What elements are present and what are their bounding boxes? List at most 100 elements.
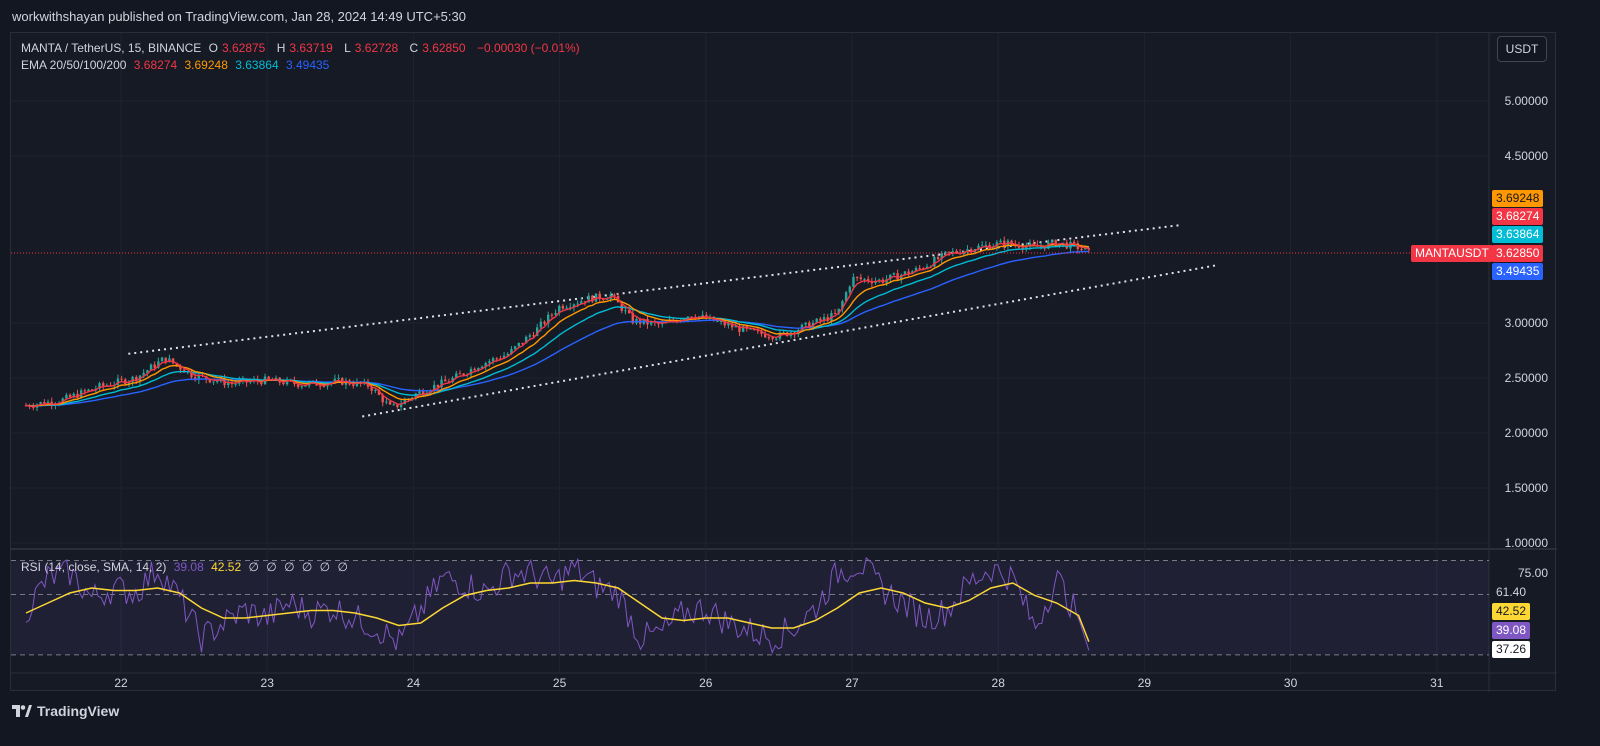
candle-body	[944, 251, 947, 253]
candle-body	[749, 328, 752, 330]
symbol-legend: MANTA / TetherUS, 15, BINANCE O 3.62875 H…	[21, 41, 584, 55]
ema200-line	[25, 250, 1089, 407]
rsi-label[interactable]: RSI (14, close, SMA, 14, 2)	[21, 560, 167, 574]
candle-body	[171, 358, 175, 364]
candle-body	[528, 335, 532, 337]
chart-canvas[interactable]: 5.00000 4.50000 3.00000 2.50000 2.00000 1.500…	[11, 33, 1557, 692]
candle-body	[977, 245, 980, 250]
candle-body	[131, 376, 134, 382]
candle-body	[285, 379, 289, 385]
candle-body	[455, 373, 458, 378]
candle-body	[304, 385, 307, 387]
candle-body	[484, 363, 487, 367]
candle-body	[480, 366, 484, 368]
candle-body	[521, 342, 524, 344]
ema-label[interactable]: EMA 20/50/100/200	[21, 58, 127, 72]
tradingview-logo-text: TradingView	[37, 703, 120, 719]
candle-body	[889, 274, 892, 280]
candle-body	[513, 346, 517, 350]
rsi-tick-label: 75.00	[1518, 566, 1548, 580]
candle-body	[197, 374, 201, 380]
price-tick-label: 4.50000	[1505, 149, 1549, 163]
candle-body	[451, 377, 454, 383]
candle-body	[208, 379, 212, 383]
candle-body	[469, 368, 473, 375]
candle-body	[267, 376, 270, 380]
tradingview-logo[interactable]: TradingView	[12, 703, 119, 719]
candle-body	[374, 389, 377, 391]
currency-unit-button[interactable]: USDT	[1497, 36, 1547, 62]
candle-body	[863, 278, 866, 280]
candle-body	[598, 293, 601, 299]
candle-body	[1050, 240, 1054, 243]
ema50-line	[25, 243, 1089, 407]
high-label: H	[276, 41, 286, 55]
candle-body	[333, 378, 337, 383]
candle-body	[87, 389, 90, 392]
rsi-na-value: ∅	[284, 560, 295, 574]
candle-body	[502, 355, 506, 359]
candle-body	[399, 404, 403, 408]
symbol-name[interactable]: MANTA / TetherUS, 15, BINANCE	[21, 41, 202, 55]
candle-body	[535, 327, 539, 336]
candle-body	[903, 271, 907, 275]
ema-legend: EMA 20/50/100/200 3.68274 3.69248 3.6386…	[21, 58, 333, 72]
candle-body	[120, 378, 123, 380]
candle-body	[227, 383, 230, 386]
candle-body	[837, 308, 840, 314]
candle-body	[980, 245, 984, 247]
ema100-price-badge: 3.63864	[1492, 226, 1544, 243]
candle-body	[716, 321, 719, 323]
candle-body	[550, 314, 554, 316]
candle-body	[561, 305, 565, 309]
candle-body	[848, 286, 851, 293]
candle-body	[727, 323, 730, 326]
close-value: 3.62850	[422, 41, 466, 55]
candle-body	[558, 305, 561, 313]
candle-body	[730, 323, 734, 328]
rsi-band-fill	[11, 560, 1489, 655]
open-value: 3.62875	[221, 41, 266, 55]
publish-text: workwithshayan published on TradingView.…	[12, 9, 466, 24]
candle-body	[440, 379, 443, 388]
time-tick-label: 25	[553, 676, 567, 690]
candle-body	[583, 301, 587, 303]
candle-body	[918, 268, 921, 270]
candle-body	[940, 252, 943, 259]
candle-body	[826, 317, 829, 321]
tradingview-logo-icon	[12, 705, 32, 717]
rsi-na-value: ∅	[266, 560, 277, 574]
candle-body	[775, 338, 778, 340]
candle-body	[337, 378, 340, 380]
candle-body	[841, 301, 844, 309]
candle-body	[1072, 241, 1076, 244]
candle-body	[1083, 248, 1087, 250]
price-tick-label: 1.50000	[1505, 481, 1549, 495]
candle-body	[98, 383, 101, 389]
ema20-value: 3.68274	[133, 58, 178, 72]
candle-body	[719, 320, 723, 322]
candle-body	[661, 323, 664, 325]
candle-body	[767, 337, 771, 339]
candle-body	[859, 277, 863, 280]
candle-body	[396, 404, 399, 408]
price-tick-label: 2.00000	[1505, 426, 1549, 440]
rsi-na-value: ∅	[301, 560, 313, 574]
ema20-line	[25, 242, 1089, 408]
rsi-lower-badge: 37.26	[1492, 641, 1531, 658]
candle-body	[1017, 244, 1021, 248]
price-tick-label: 2.50000	[1505, 371, 1549, 385]
candle-body	[68, 394, 72, 397]
candle-body	[76, 393, 79, 398]
chart-panel[interactable]: 5.00000 4.50000 3.00000 2.50000 2.00000 1.500…	[10, 32, 1557, 692]
candle-body	[433, 384, 436, 391]
price-tick-label: 5.00000	[1505, 94, 1549, 108]
candle-body	[142, 372, 145, 376]
rsi-legend: RSI (14, close, SMA, 14, 2) 39.08 42.52 …	[21, 560, 352, 574]
candle-body	[352, 384, 355, 386]
candle-body	[381, 394, 384, 403]
candle-body	[102, 383, 105, 386]
channel-lower-line	[362, 264, 1218, 418]
candle-body	[741, 326, 745, 332]
candle-body	[580, 301, 583, 304]
